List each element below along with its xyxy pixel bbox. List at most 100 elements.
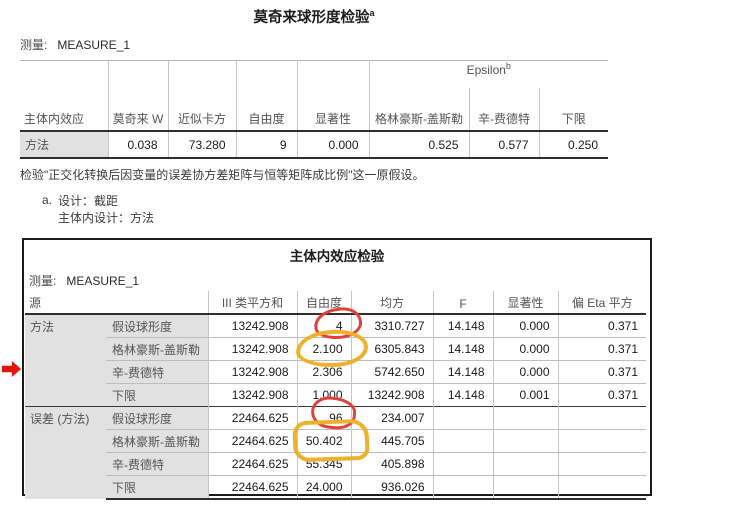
group-label-error-method: 误差 (方法) — [25, 406, 106, 499]
mauchly-column-header-row: 主体内效应 莫奇来 W 近似卡方 自由度 显著性 格林豪斯-盖斯勒 辛-费德特 … — [20, 88, 608, 132]
f-value: 14.148 — [432, 383, 494, 407]
f-value: 14.148 — [432, 360, 494, 384]
ms-value: 5742.650 — [350, 360, 434, 384]
df-value: 24.000 — [296, 475, 352, 500]
df-value: 9 — [236, 131, 298, 159]
table-row: 格林豪斯-盖斯勒 13242.908 2.100 6305.843 14.148… — [25, 337, 647, 361]
f-value — [432, 475, 494, 500]
measure-value: MEASURE_1 — [57, 38, 131, 52]
mauchly-w-value: 0.038 — [108, 131, 169, 159]
table-row: 误差 (方法) 假设球形度 22464.625 96 234.007 — [25, 406, 647, 499]
measure-label-2: 测量: — [29, 274, 57, 288]
col-header-lower-bound: 下限 — [539, 88, 608, 132]
table-row: 下限 13242.908 1.000 13242.908 14.148 0.00… — [25, 383, 647, 407]
eta-value — [557, 406, 647, 430]
row-label: 下限 — [106, 383, 209, 407]
ss-value: 22464.625 — [207, 452, 298, 476]
within-subjects-title: 主体内效应检验 — [289, 249, 385, 264]
lower-bound-value: 0.250 — [539, 131, 608, 159]
greenhouse-geisser-value: 0.525 — [369, 131, 470, 159]
df-value: 4 — [296, 314, 352, 338]
row-label: 格林豪斯-盖斯勒 — [106, 337, 209, 361]
ms-value: 445.705 — [350, 429, 434, 453]
measure-value-2: MEASURE_1 — [66, 274, 140, 288]
f-value — [432, 406, 494, 430]
df-value: 55.345 — [296, 452, 352, 476]
col-header-type-iii-ss: III 类平方和 — [207, 291, 298, 315]
row-label: 辛-费德特 — [106, 452, 209, 476]
mauchly-title-text: 莫奇来球形度检验 — [253, 10, 370, 26]
table-row: 下限 22464.625 24.000 936.026 — [25, 475, 647, 500]
footnote-a-marker: a. — [42, 193, 53, 207]
col-header-greenhouse-geisser: 格林豪斯-盖斯勒 — [369, 88, 470, 132]
epsilon-header-row: Epsilonb — [20, 60, 608, 88]
mauchly-title: 莫奇来球形度检验a — [20, 6, 608, 27]
mauchly-section: 莫奇来球形度检验a 测量: MEASURE_1 Epsilonb 主体内效应 莫奇… — [20, 6, 608, 258]
sig-value — [492, 475, 559, 500]
ms-value: 3310.727 — [350, 314, 434, 338]
col-header-huynh-feldt: 辛-费德特 — [469, 88, 540, 132]
sig-value: 0.000 — [492, 337, 559, 361]
ss-value: 13242.908 — [207, 314, 298, 338]
table-row: 辛-费德特 13242.908 2.306 5742.650 14.148 0.… — [25, 360, 647, 384]
within-subjects-table: 源 III 类平方和 自由度 均方 F 显著性 偏 Eta 平方 方法 假设球形… — [25, 291, 647, 500]
row-label: 格林豪斯-盖斯勒 — [106, 429, 209, 453]
ms-value: 936.026 — [350, 475, 434, 500]
table-row: 方法 假设球形度 13242.908 4 3310.727 14.148 0.0… — [25, 314, 647, 407]
eta-value: 0.371 — [557, 383, 647, 407]
table-row: 格林豪斯-盖斯勒 22464.625 50.402 445.705 — [25, 429, 647, 453]
eta-value — [557, 452, 647, 476]
mauchly-table: Epsilonb 主体内效应 莫奇来 W 近似卡方 自由度 显著性 格林豪斯-盖… — [20, 60, 608, 159]
ss-value: 22464.625 — [207, 475, 298, 500]
sig-value: 0.000 — [492, 314, 559, 338]
eta-value: 0.371 — [557, 360, 647, 384]
df-value: 96 — [296, 406, 352, 430]
col-header-df: 自由度 — [236, 88, 298, 132]
f-value: 14.148 — [432, 314, 494, 338]
epsilon-spanning-header: Epsilonb — [369, 60, 608, 88]
col-header-approx-chi-square: 近似卡方 — [168, 88, 237, 132]
col-header-source: 源 — [25, 291, 209, 315]
mauchly-title-superscript: a — [369, 8, 375, 19]
measure-line-2: 测量: MEASURE_1 — [29, 272, 650, 289]
within-column-header-row: 源 III 类平方和 自由度 均方 F 显著性 偏 Eta 平方 — [25, 291, 647, 315]
df-value: 2.306 — [296, 360, 352, 384]
footnote-a-text: 设计：截距 主体内设计：方法 — [58, 194, 155, 226]
table-row: 方法 0.038 73.280 9 0.000 0.525 0.577 0.25… — [20, 131, 608, 159]
row-label: 下限 — [106, 475, 209, 500]
eta-value — [557, 429, 647, 453]
ss-value: 13242.908 — [207, 337, 298, 361]
col-header-sig-2: 显著性 — [492, 291, 559, 315]
eta-value — [557, 475, 647, 500]
measure-line: 测量: MEASURE_1 — [20, 36, 608, 53]
df-value: 50.402 — [296, 429, 352, 453]
row-label: 假设球形度 — [106, 406, 209, 430]
f-value — [432, 452, 494, 476]
sig-value — [492, 429, 559, 453]
ms-value: 13242.908 — [350, 383, 434, 407]
ss-value: 13242.908 — [207, 383, 298, 407]
eta-value: 0.371 — [557, 314, 647, 338]
group-label-method: 方法 — [25, 314, 106, 407]
row-label: 假设球形度 — [106, 314, 209, 338]
f-value — [432, 429, 494, 453]
red-arrow-annotation — [2, 361, 21, 377]
ms-value: 6305.843 — [350, 337, 434, 361]
ss-value: 22464.625 — [207, 429, 298, 453]
within-subjects-section: 主体内效应检验 测量: MEASURE_1 源 III 类平方和 自由度 均方 F… — [22, 238, 652, 500]
chi-square-value: 73.280 — [168, 131, 237, 159]
col-header-mauchly-w: 莫奇来 W — [108, 88, 169, 132]
ss-value: 22464.625 — [207, 406, 298, 430]
ss-value: 13242.908 — [207, 360, 298, 384]
col-header-f: F — [432, 291, 494, 315]
col-header-mean-square: 均方 — [350, 291, 434, 315]
ms-value: 405.898 — [350, 452, 434, 476]
footnote-a: a. 设计：截距 主体内设计：方法 — [42, 193, 608, 228]
measure-label: 测量: — [20, 38, 48, 52]
col-header-within-subjects-effect: 主体内效应 — [20, 88, 109, 132]
sig-value — [492, 452, 559, 476]
f-value: 14.148 — [432, 337, 494, 361]
table-row: 辛-费德特 22464.625 55.345 405.898 — [25, 452, 647, 476]
sig-value: 0.000 — [492, 360, 559, 384]
